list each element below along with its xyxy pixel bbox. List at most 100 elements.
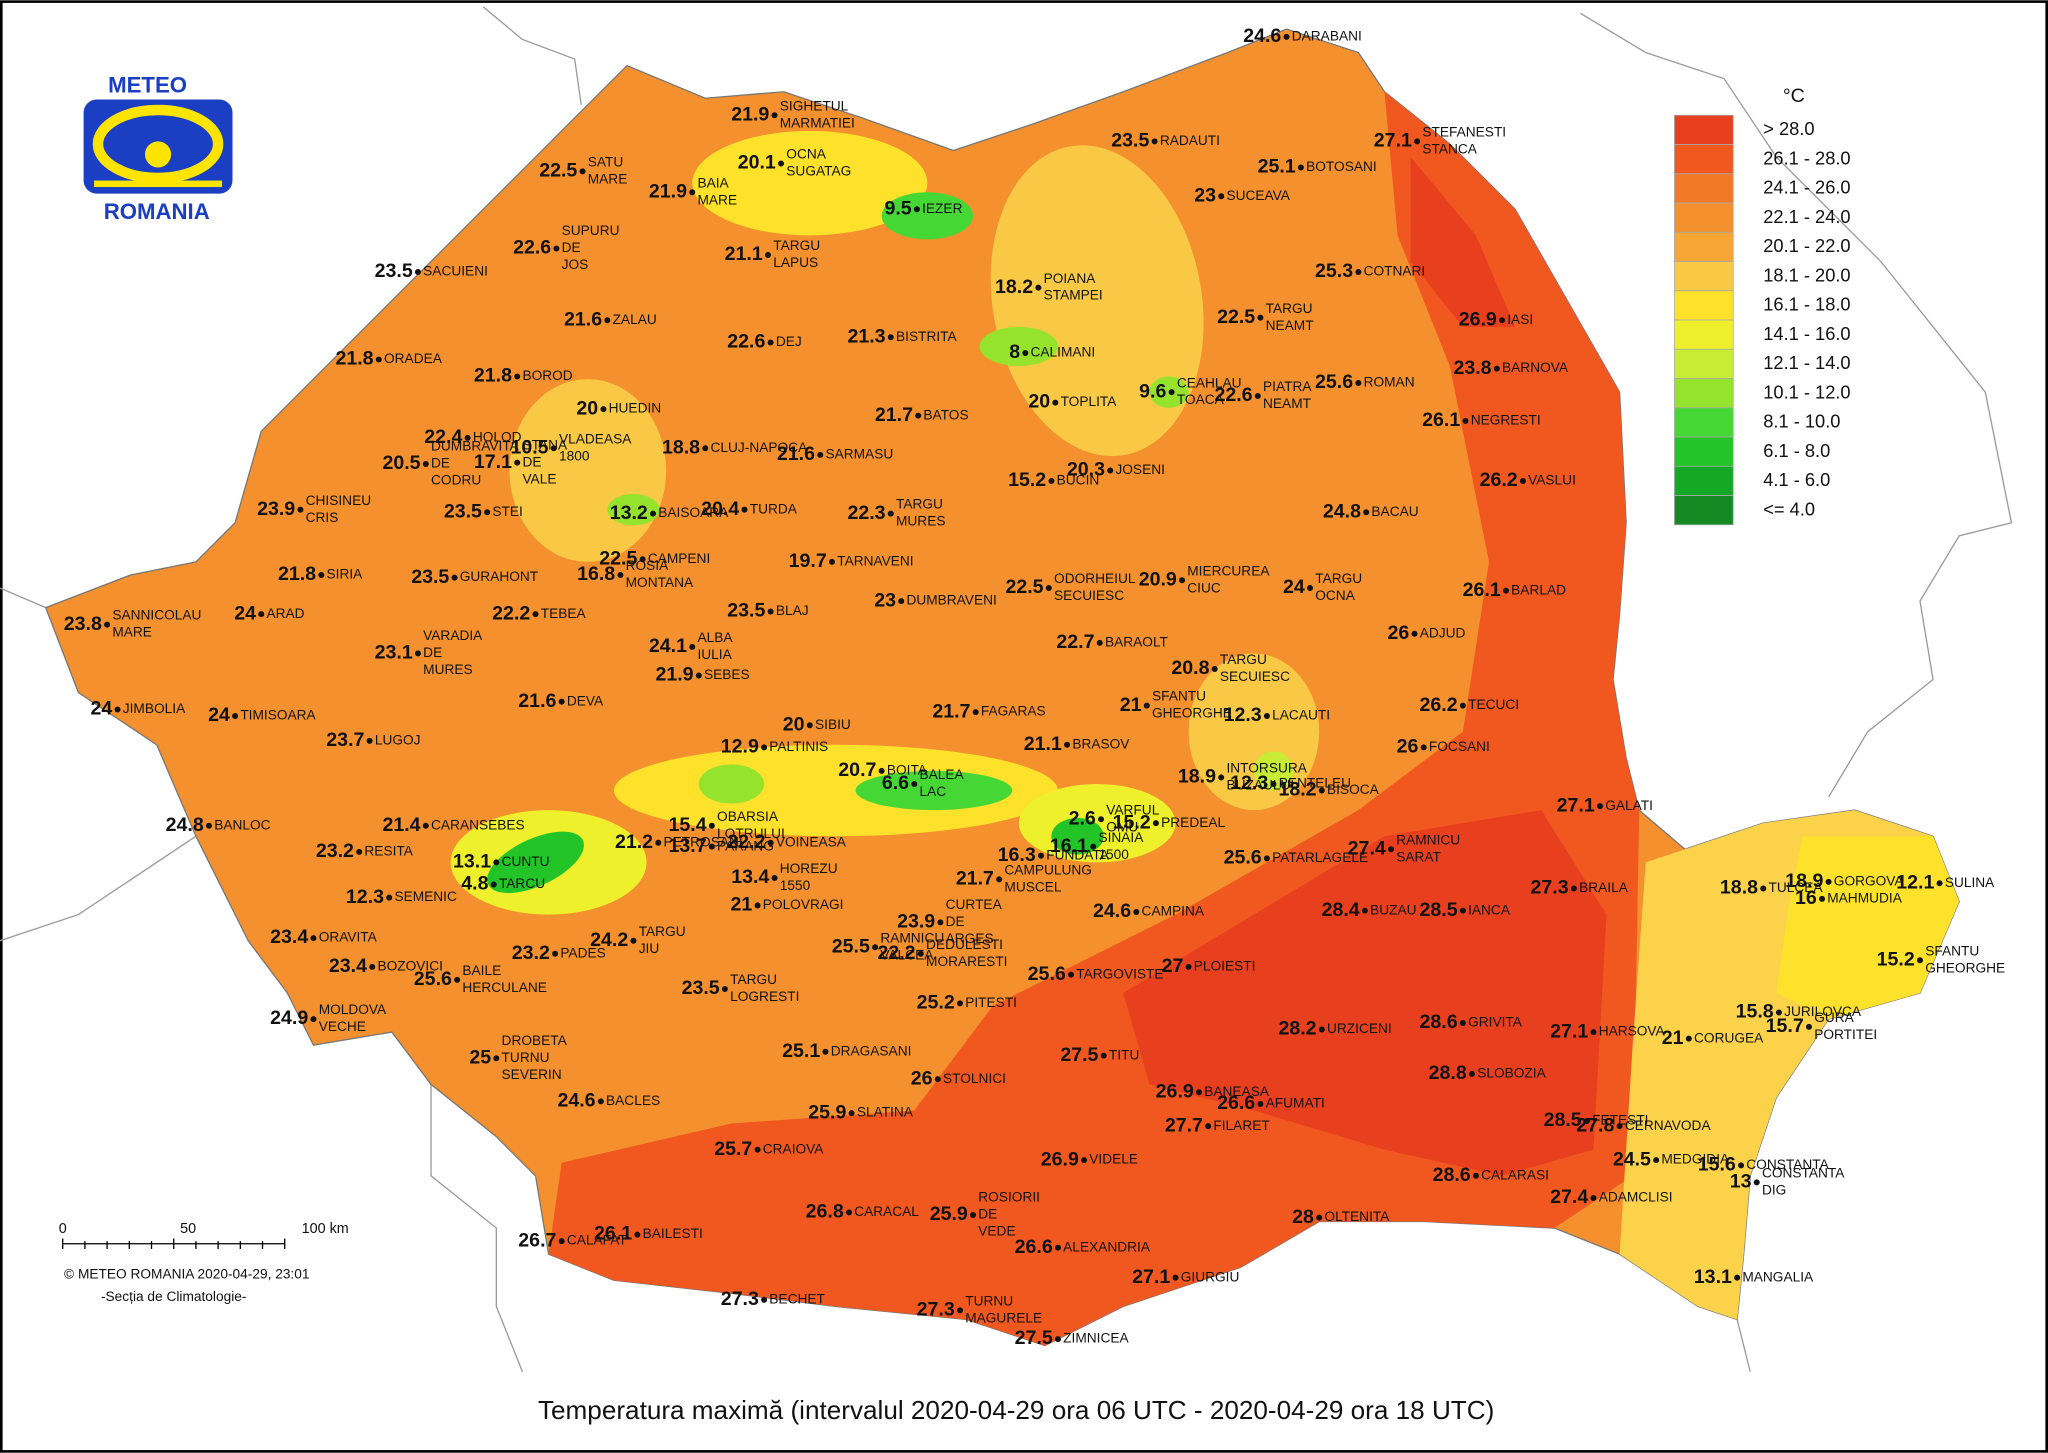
station-name: SUCEAVA <box>1226 188 1290 203</box>
station-name: CAMPINA <box>1142 904 1205 919</box>
station-value: 9.5 <box>884 197 911 219</box>
station-name: SATU <box>588 155 624 170</box>
station-name: STANA <box>522 437 568 452</box>
station-name: BAISOARA <box>658 505 729 520</box>
station-value: 22.3 <box>847 502 885 524</box>
station-name: OCNA <box>1315 588 1355 603</box>
station-value: 26.2 <box>1480 469 1518 491</box>
station-dot <box>310 1016 317 1023</box>
station-value: 15.2 <box>1113 811 1151 833</box>
station-name: CURTEA <box>946 897 1003 912</box>
station-value: 2.6 <box>1069 807 1096 829</box>
station-value: 18.2 <box>995 276 1033 298</box>
zone-delta <box>1776 836 1960 1020</box>
station-name: VIDELE <box>1089 1152 1138 1167</box>
station-dot <box>1361 907 1368 914</box>
station-name: MARE <box>588 172 628 187</box>
station-dot <box>1738 1162 1745 1169</box>
station-name: INTORSURA <box>1226 761 1307 776</box>
station-value: 20.7 <box>838 759 876 781</box>
station-name: CEAHLAU <box>1177 375 1242 390</box>
station-name: BAIA <box>697 175 729 190</box>
legend-label: 14.1 - 16.0 <box>1763 323 1850 344</box>
station-value: 22.7 <box>1056 631 1094 653</box>
station-name: ROSIA <box>626 558 670 573</box>
station-dot <box>996 876 1003 883</box>
station-value: 22.4 <box>424 426 462 448</box>
legend-swatch <box>1674 407 1734 438</box>
station-name: MAGURELE <box>965 1310 1042 1325</box>
station-value: 22.2 <box>727 831 765 853</box>
station-value: 21.7 <box>875 404 913 426</box>
station-name: SARAT <box>1396 849 1441 864</box>
station-name: FOCSANI <box>1429 739 1490 754</box>
station-name: AFUMATI <box>1266 1096 1325 1111</box>
station-name: VALE <box>522 471 556 486</box>
station-name: TURNU <box>502 1050 550 1065</box>
station-value: 25.9 <box>930 1203 968 1225</box>
station-dot <box>1297 164 1304 171</box>
station-dot <box>1218 193 1225 200</box>
station-value: 27.3 <box>1531 877 1569 899</box>
station-value: 21 <box>731 894 753 916</box>
station-name: RADAUTI <box>1160 133 1220 148</box>
station-name: ZIMNICEA <box>1063 1331 1129 1346</box>
station-value: 12.3 <box>1230 772 1268 794</box>
station-dot <box>771 875 778 882</box>
station-value: 26.8 <box>806 1201 844 1223</box>
station-name: TURNU <box>965 1293 1013 1308</box>
stations: 24.6 DARABANI 21.9 SIGHETUL MARMATIEI 20.1 OCN… <box>64 25 2005 1349</box>
station-value: 25.3 <box>1315 260 1353 282</box>
station-dot <box>702 445 709 452</box>
station-dot <box>1590 1029 1597 1036</box>
station-name: BECHET <box>769 1292 825 1307</box>
station-dot <box>205 822 212 829</box>
station-dot <box>764 251 772 258</box>
station-dot <box>1420 744 1427 751</box>
station-name: SINAIA <box>1098 830 1144 845</box>
station-dot <box>1037 852 1044 859</box>
credit: © METEO ROMANIA 2020-04-29, 23:01 <box>64 1267 309 1282</box>
station-dot <box>1143 702 1150 709</box>
station-name: VLADEASA <box>559 431 632 446</box>
station-dot <box>917 950 924 957</box>
station-name: CORUGEA <box>1694 1030 1764 1045</box>
station-dot <box>1100 1052 1107 1059</box>
station-name: SEVERIN <box>502 1067 562 1082</box>
station-value: 23.5 <box>411 566 449 588</box>
station-value: 18.8 <box>1720 877 1758 899</box>
station-name: PENTELEU <box>1279 776 1351 791</box>
station-name: ALBA <box>697 630 733 645</box>
station-value: 26.1 <box>594 1223 632 1245</box>
station-value: 26.9 <box>1459 308 1497 330</box>
station-dot <box>356 848 363 855</box>
station-value: 17.1 <box>474 451 512 473</box>
station-value: 28.6 <box>1433 1164 1471 1186</box>
station-name: JOSENI <box>1115 462 1165 477</box>
station-dot <box>1462 417 1469 424</box>
station-dot <box>493 859 500 866</box>
station-name: PALTINIS <box>769 739 828 754</box>
station-dot <box>937 919 944 926</box>
station-name: DIG <box>1762 1182 1786 1197</box>
station-name: GHEORGHE <box>1925 960 2005 975</box>
station-value: 8 <box>1009 341 1020 363</box>
station-dot <box>1257 314 1264 321</box>
station-dot <box>1307 585 1314 592</box>
station-value: 27.1 <box>1132 1266 1170 1288</box>
station-name: STAMPEI <box>1044 288 1103 303</box>
station-value: 21.1 <box>1024 733 1062 755</box>
station-value: 24.9 <box>270 1007 308 1029</box>
station-value: 21 <box>1120 694 1142 716</box>
station-name: SECUIESC <box>1220 669 1290 684</box>
station-dot <box>817 451 824 458</box>
station-value: 22.5 <box>599 547 637 569</box>
station-dot <box>1035 284 1042 291</box>
station-dot <box>1205 1123 1212 1130</box>
station-name: HERCULANE <box>462 980 547 995</box>
station-name: VECHE <box>319 1019 366 1034</box>
station-name: STEFANESTI <box>1422 124 1506 139</box>
station-dot <box>1825 878 1832 885</box>
station-dot <box>1133 908 1140 915</box>
